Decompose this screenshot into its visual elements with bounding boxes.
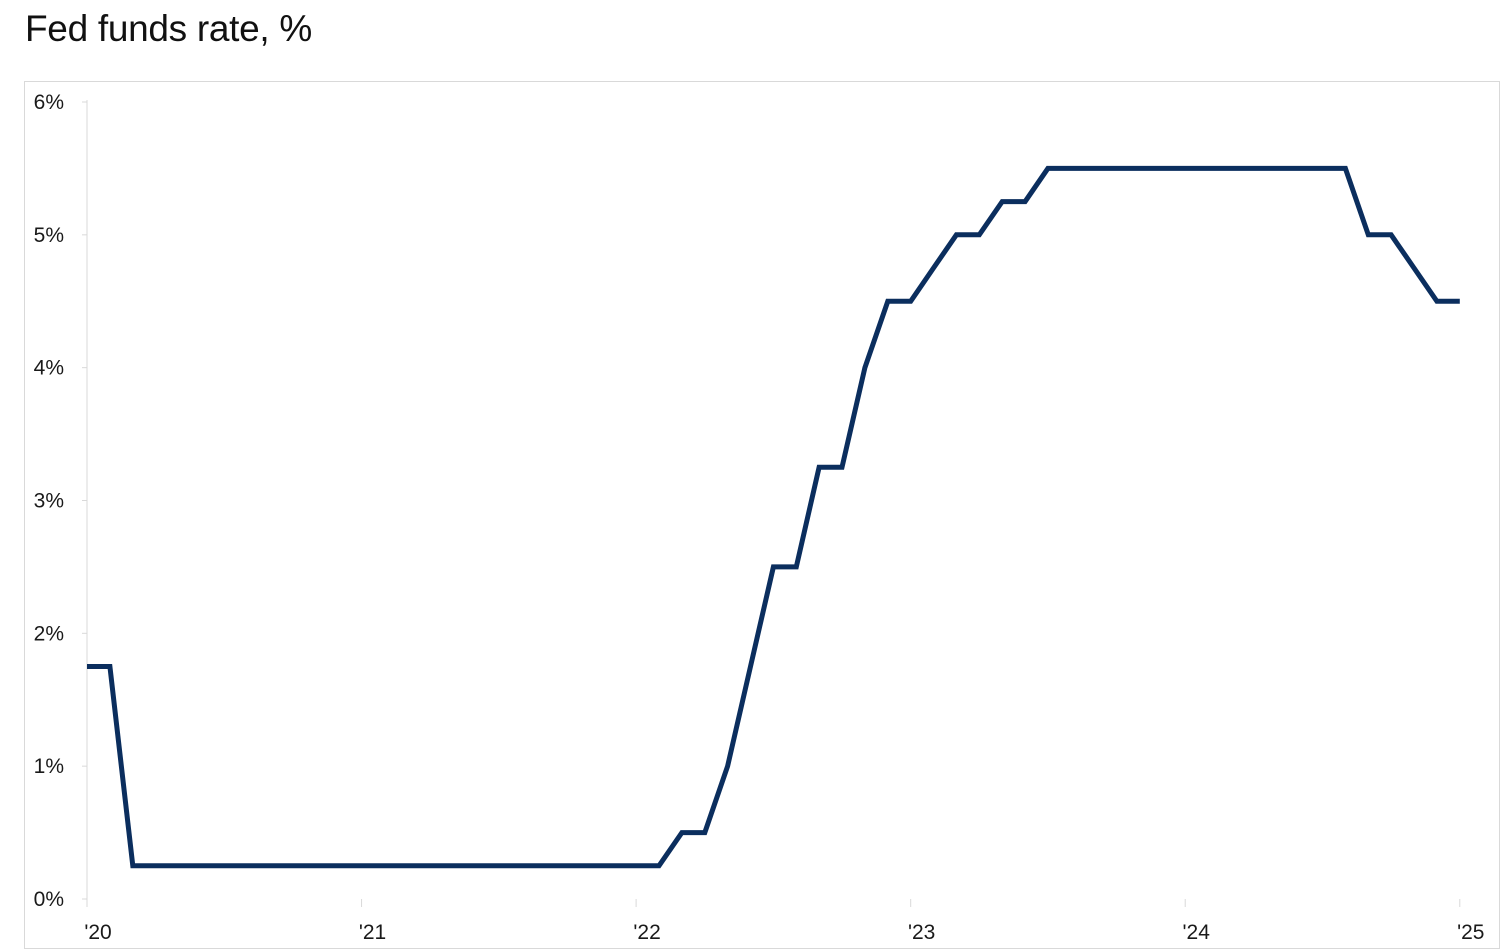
fed-funds-rate-line bbox=[87, 165, 1460, 869]
y-tick-label: 1% bbox=[34, 755, 64, 778]
series-layer bbox=[87, 165, 1460, 869]
x-tick-label: '23 bbox=[908, 921, 935, 944]
x-axis-ticks: '20 '21 '22 '23 '24 '25 bbox=[84, 899, 1484, 944]
x-tick-label: '22 bbox=[633, 921, 660, 944]
y-tick-label: 0% bbox=[34, 888, 64, 911]
x-tick-label: '20 bbox=[84, 921, 111, 944]
chart-title: Fed funds rate, % bbox=[25, 8, 312, 49]
x-tick-label: '25 bbox=[1457, 921, 1484, 944]
plot-frame bbox=[24, 81, 1500, 949]
y-tick-label: 3% bbox=[34, 490, 64, 513]
y-tick-label: 2% bbox=[34, 622, 64, 645]
x-tick-label: '21 bbox=[359, 921, 386, 944]
y-tick-label: 5% bbox=[34, 224, 64, 247]
y-tick-label: 6% bbox=[34, 91, 64, 114]
x-tick-label: '24 bbox=[1183, 921, 1211, 944]
y-tick-label: 4% bbox=[34, 357, 64, 380]
y-axis-ticks: 0% 1% 2% 3% 4% 5% 6% bbox=[34, 91, 87, 911]
